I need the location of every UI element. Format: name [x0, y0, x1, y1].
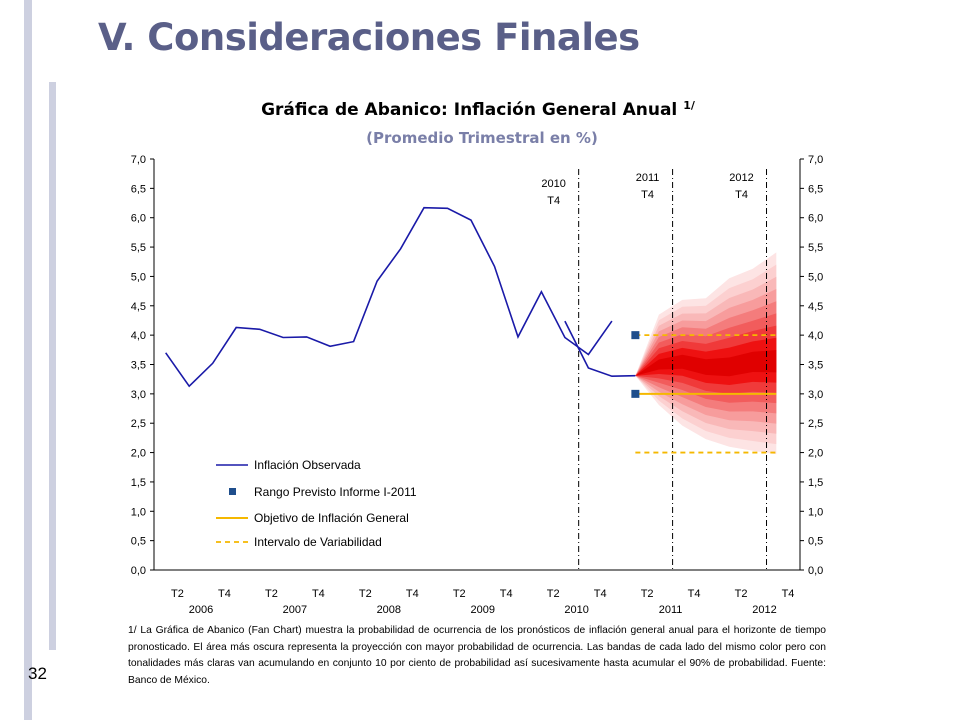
y-tick-label-right: 2,5: [808, 418, 823, 430]
x-year-label: 2007: [283, 604, 307, 616]
y-tick-label-right: 0,0: [808, 565, 823, 577]
x-quarter-label: T4: [312, 588, 325, 600]
x-year-label: 2008: [377, 604, 401, 616]
x-year-label: 2009: [470, 604, 494, 616]
x-quarter-label: T4: [688, 588, 701, 600]
x-quarter-label: T2: [735, 588, 748, 600]
x-quarter-label: T4: [406, 588, 419, 600]
y-tick-label-left: 3,0: [131, 389, 146, 401]
chart-footnote: 1/ La Gráfica de Abanico (Fan Chart) mue…: [128, 625, 826, 686]
x-quarter-label: T2: [547, 588, 560, 600]
y-tick-label-right: 6,0: [808, 213, 823, 225]
y-tick-label-left: 4,0: [131, 330, 146, 342]
vline-year-label: 2012: [729, 172, 753, 184]
decorative-bar-outer: [24, 0, 32, 720]
y-tick-label-right: 3,0: [808, 389, 823, 401]
chart-title-text: Gráfica de Abanico: Inflación General An…: [261, 100, 677, 120]
vline-year-label: 2011: [636, 172, 660, 184]
y-tick-label-right: 6,5: [808, 183, 823, 195]
legend-label: Objetivo de Inflación General: [254, 511, 409, 525]
range-marker: [631, 389, 640, 398]
y-tick-label-right: 5,0: [808, 271, 823, 283]
y-tick-label-left: 5,0: [131, 271, 146, 283]
y-tick-label-right: 1,5: [808, 477, 823, 489]
vline-year-label: 2010: [541, 178, 565, 190]
x-quarter-label: T4: [594, 588, 607, 600]
legend-label: Rango Previsto Informe I-2011: [254, 485, 417, 499]
y-tick-label-right: 7,0: [808, 154, 823, 166]
chart-title: Gráfica de Abanico: Inflación General An…: [261, 99, 696, 120]
decorative-bar-inner: [49, 82, 56, 650]
y-tick-label-right: 4,0: [808, 330, 823, 342]
y-tick-label-left: 0,0: [131, 565, 146, 577]
x-quarter-label: T4: [782, 588, 795, 600]
vline-quarter-label: T4: [641, 189, 654, 201]
legend-label: Intervalo de Variabilidad: [254, 535, 382, 549]
legend-label: Inflación Observada: [254, 458, 361, 472]
fan-band-9: [635, 350, 777, 377]
x-quarter-label: T2: [453, 588, 466, 600]
slide-title: V. Consideraciones Finales: [98, 16, 640, 59]
y-tick-label-left: 2,5: [131, 418, 146, 430]
x-quarter-label: T2: [171, 588, 184, 600]
y-tick-label-right: 0,5: [808, 536, 823, 548]
vline-quarter-label: T4: [735, 189, 748, 201]
chart-subtitle: (Promedio Trimestral en %): [366, 129, 598, 147]
x-quarter-label: T4: [218, 588, 231, 600]
x-quarter-label: T2: [265, 588, 278, 600]
y-tick-label-left: 6,0: [131, 213, 146, 225]
x-quarter-label: T2: [359, 588, 372, 600]
series-line-observed: [165, 206, 613, 388]
x-year-label: 2006: [189, 604, 213, 616]
x-year-label: 2012: [752, 604, 776, 616]
x-year-label: 2011: [659, 604, 683, 616]
chart-title-superscript: 1/: [683, 99, 696, 112]
y-tick-label-left: 5,5: [131, 242, 146, 254]
x-quarter-label: T4: [500, 588, 513, 600]
y-tick-label-left: 3,5: [131, 360, 146, 372]
y-tick-label-right: 5,5: [808, 242, 823, 254]
y-tick-label-right: 2,0: [808, 448, 823, 460]
x-year-label: 2010: [564, 604, 588, 616]
y-tick-label-left: 7,0: [131, 154, 146, 166]
y-tick-label-left: 1,5: [131, 477, 146, 489]
y-tick-label-left: 2,0: [131, 448, 146, 460]
x-quarter-label: T2: [641, 588, 654, 600]
page-number: 32: [28, 664, 47, 683]
y-tick-label-left: 0,5: [131, 536, 146, 548]
vline-quarter-label: T4: [547, 195, 560, 207]
legend-swatch-range: [229, 488, 236, 495]
y-tick-label-left: 4,5: [131, 301, 146, 313]
y-tick-label-left: 6,5: [131, 183, 146, 195]
y-tick-label-left: 1,0: [131, 506, 146, 518]
y-tick-label-right: 4,5: [808, 301, 823, 313]
y-tick-label-right: 3,5: [808, 360, 823, 372]
range-marker: [631, 331, 640, 340]
series-line-observed: [564, 320, 636, 378]
y-tick-label-right: 1,0: [808, 506, 823, 518]
